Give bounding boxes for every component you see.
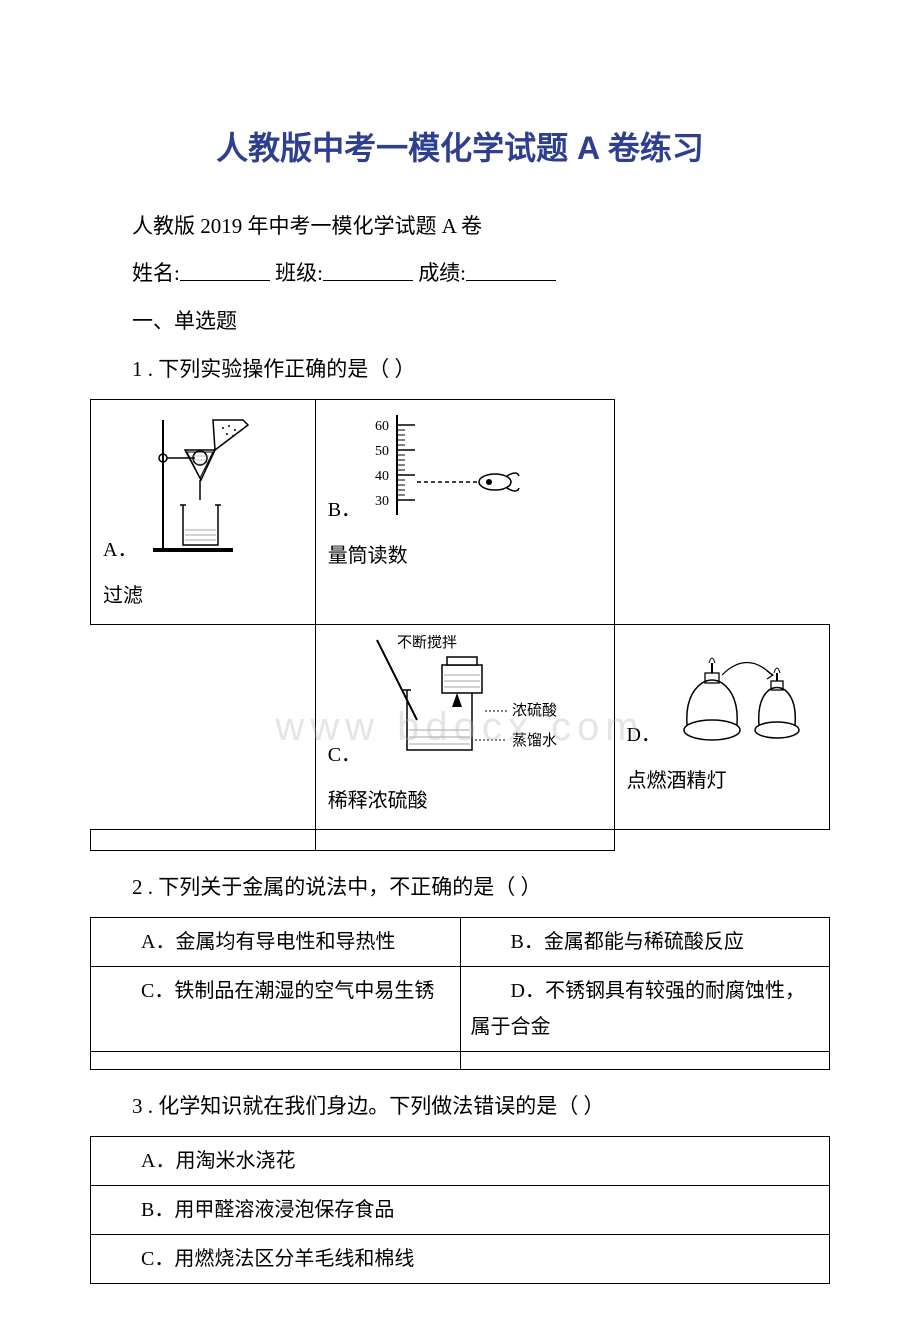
- q2-option-a: A．金属均有导电性和导热性: [91, 917, 461, 966]
- q2-option-d: D．不锈钢具有较强的耐腐蚀性，属于合金: [460, 966, 830, 1051]
- q1-stem: 1 . 下列实验操作正确的是（ ）: [90, 351, 830, 389]
- class-label: 班级:: [275, 262, 323, 286]
- q1-options-table: A．: [90, 399, 830, 851]
- lamp-diagram: [667, 635, 817, 757]
- q1-b-caption: 量筒读数: [328, 538, 602, 574]
- subtitle: 人教版 2019 年中考一模化学试题 A 卷: [90, 208, 830, 246]
- q1-d-label: D．: [627, 717, 661, 757]
- q3-option-b: B．用甲醛溶液浸泡保存食品: [91, 1185, 830, 1234]
- svg-text:浓硫酸: 浓硫酸: [512, 702, 557, 719]
- cylinder-diagram: 60 50 40 30: [367, 410, 527, 532]
- tick-60: 60: [375, 419, 389, 434]
- name-label: 姓名:: [132, 262, 180, 286]
- q1-option-b-cell: B．: [315, 399, 614, 624]
- q3-stem: 3 . 化学知识就在我们身边。下列做法错误的是（ ）: [90, 1088, 830, 1126]
- q2-option-c: C．铁制品在潮湿的空气中易生锈: [91, 966, 461, 1051]
- q2-option-b: B．金属都能与稀硫酸反应: [460, 917, 830, 966]
- svg-text:不断搅拌: 不断搅拌: [397, 635, 457, 651]
- page-title: 人教版中考一模化学试题 A 卷练习: [90, 120, 830, 178]
- q3-option-a: A．用淘米水浇花: [91, 1136, 830, 1185]
- q1-option-a-cell: A．: [91, 399, 316, 624]
- student-info-line: 姓名: 班级: 成绩:: [90, 255, 830, 293]
- q1-option-d-cell: D．: [614, 624, 829, 829]
- q1-c-caption: 稀释浓硫酸: [328, 783, 602, 819]
- q1-a-caption: 过滤: [103, 578, 303, 614]
- score-blank[interactable]: [466, 255, 556, 280]
- filtration-diagram: [143, 410, 293, 572]
- svg-text:蒸馏水: 蒸馏水: [512, 732, 557, 749]
- name-blank[interactable]: [180, 255, 270, 280]
- class-blank[interactable]: [323, 255, 413, 280]
- q2-empty-cell-1: [91, 1051, 461, 1069]
- q1-empty-cell-1: [91, 829, 316, 850]
- tick-40: 40: [375, 469, 389, 484]
- q3-options-table: A．用淘米水浇花 B．用甲醛溶液浸泡保存食品 C．用燃烧法区分羊毛线和棉线: [90, 1136, 830, 1284]
- q2-empty-cell-2: [460, 1051, 830, 1069]
- tick-30: 30: [375, 494, 389, 509]
- q2-options-table: A．金属均有导电性和导热性 B．金属都能与稀硫酸反应 C．铁制品在潮湿的空气中易…: [90, 917, 830, 1070]
- dilute-diagram: 不断搅拌 浓硫酸 蒸馏水: [367, 635, 597, 777]
- q1-c-label: C．: [328, 737, 361, 777]
- q1-empty-cell-2: [315, 829, 614, 850]
- q3-option-c: C．用燃烧法区分羊毛线和棉线: [91, 1234, 830, 1283]
- q2-stem: 2 . 下列关于金属的说法中，不正确的是（ ）: [90, 869, 830, 907]
- tick-50: 50: [375, 444, 389, 459]
- q1-d-caption: 点燃酒精灯: [627, 763, 817, 799]
- q1-b-label: B．: [328, 492, 361, 532]
- q1-a-label: A．: [103, 532, 137, 572]
- section-1-header: 一、单选题: [90, 303, 830, 341]
- score-label: 成绩:: [418, 262, 466, 286]
- q1-option-c-cell: C．: [315, 624, 614, 829]
